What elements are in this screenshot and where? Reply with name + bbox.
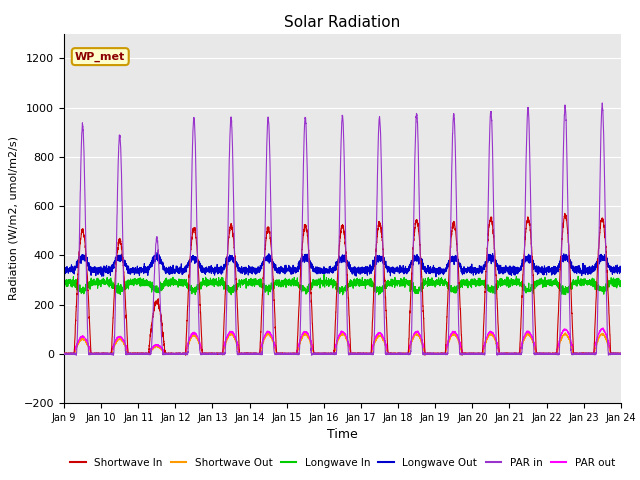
X-axis label: Time: Time [327, 429, 358, 442]
Shortwave In [499, 351, 507, 357]
PAR in [72, 352, 80, 358]
Longwave Out [617, 267, 625, 273]
Shortwave Out [322, 350, 330, 356]
Longwave Out [161, 266, 168, 272]
Shortwave In [60, 351, 68, 357]
PAR in [322, 350, 330, 356]
Line: Longwave In: Longwave In [64, 275, 621, 295]
PAR out [161, 348, 168, 354]
PAR in [467, 351, 475, 357]
Shortwave In [616, 351, 624, 357]
Longwave Out [616, 269, 624, 275]
Longwave In [468, 280, 476, 286]
PAR out [616, 351, 624, 357]
Longwave In [499, 282, 507, 288]
Shortwave In [617, 351, 625, 357]
Shortwave In [561, 211, 569, 216]
Shortwave Out [616, 351, 624, 357]
Line: Longwave Out: Longwave Out [64, 252, 621, 277]
Longwave In [227, 292, 235, 298]
Shortwave In [436, 350, 444, 356]
Longwave Out [436, 269, 444, 275]
PAR in [60, 351, 68, 357]
PAR out [60, 351, 68, 357]
PAR in [617, 350, 625, 356]
Shortwave Out [467, 351, 475, 357]
PAR in [436, 351, 444, 357]
Y-axis label: Radiation (W/m2, umol/m2/s): Radiation (W/m2, umol/m2/s) [8, 136, 18, 300]
Longwave Out [468, 270, 476, 276]
Text: WP_met: WP_met [75, 51, 125, 62]
PAR in [616, 351, 624, 357]
Shortwave In [182, 352, 189, 358]
Shortwave Out [499, 351, 506, 357]
PAR out [617, 351, 625, 357]
Shortwave In [322, 350, 330, 356]
Shortwave Out [561, 330, 569, 336]
Longwave In [322, 281, 330, 287]
PAR out [322, 350, 330, 356]
Longwave Out [60, 267, 68, 273]
PAR out [436, 351, 444, 357]
Line: Shortwave Out: Shortwave Out [64, 333, 621, 354]
Line: Shortwave In: Shortwave In [64, 214, 621, 355]
Line: PAR out: PAR out [64, 328, 621, 354]
Shortwave Out [160, 349, 168, 355]
PAR in [598, 100, 606, 106]
Shortwave In [467, 351, 475, 357]
Shortwave Out [60, 351, 68, 357]
Title: Solar Radiation: Solar Radiation [284, 15, 401, 30]
Longwave Out [432, 274, 440, 280]
Longwave In [616, 280, 624, 286]
Longwave Out [154, 250, 161, 255]
Longwave In [60, 281, 68, 287]
Longwave In [617, 283, 625, 289]
PAR in [499, 350, 507, 356]
Shortwave Out [436, 351, 444, 357]
Longwave In [160, 279, 168, 285]
PAR out [499, 351, 507, 357]
Shortwave Out [617, 350, 625, 356]
Longwave Out [499, 271, 507, 277]
PAR out [60, 350, 68, 356]
Longwave In [320, 272, 328, 277]
Legend: Shortwave In, Shortwave Out, Longwave In, Longwave Out, PAR in, PAR out: Shortwave In, Shortwave Out, Longwave In… [66, 454, 619, 472]
PAR in [161, 351, 168, 357]
PAR out [467, 351, 475, 357]
Longwave Out [322, 268, 330, 274]
Shortwave In [160, 343, 168, 348]
Line: PAR in: PAR in [64, 103, 621, 355]
PAR out [599, 325, 607, 331]
Longwave In [436, 276, 444, 282]
